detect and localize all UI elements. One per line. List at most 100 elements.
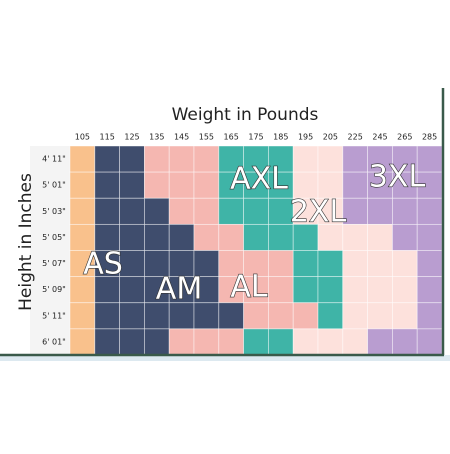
cell [416,223,443,251]
cell [416,250,443,278]
row-label: 6' 01" [42,337,66,346]
cell [391,171,418,199]
column-label: 265 [397,133,412,142]
column-label: 135 [149,133,164,142]
cell [317,145,344,173]
cell [168,223,195,251]
cell [391,223,418,251]
cell [267,197,294,225]
column-label: 165 [224,133,239,142]
cell [243,328,269,356]
cell [168,328,195,356]
size-label: AM [156,272,202,307]
cell [193,250,220,278]
cell [317,276,344,304]
column-label: 195 [298,133,313,142]
cell [342,145,368,173]
cell [342,171,368,199]
cell [243,250,269,278]
size-label: 3XL [369,160,426,195]
cell [342,276,368,304]
cell [94,171,121,199]
cell [267,145,294,173]
cell [143,276,170,304]
cell [317,328,344,356]
cell [94,328,121,356]
column-label: 115 [100,133,115,142]
cell [143,223,170,251]
row-label: 5' 01" [42,181,66,190]
cell [119,250,145,278]
cell [391,328,418,356]
cell [367,276,393,304]
left-area [30,146,70,355]
cell [342,328,368,356]
cell [193,223,220,251]
column-label: 105 [75,133,90,142]
cell [143,145,170,173]
cell [267,276,294,304]
cell [342,302,368,330]
cell [243,197,269,225]
cell [69,250,96,278]
bottom-band [0,355,450,361]
cell [292,328,319,356]
column-label: 225 [348,133,363,142]
cell [69,145,96,173]
column-label: 185 [273,133,288,142]
cell [267,250,294,278]
cell [69,328,96,356]
column-label: 145 [174,133,189,142]
cell [143,197,170,225]
size-label: AXL [230,162,288,197]
cell [267,302,294,330]
column-label: 175 [248,133,263,142]
column-label: 245 [372,133,387,142]
cell [416,302,443,330]
cell [292,250,319,278]
cell [391,276,418,304]
column-label: 285 [422,133,437,142]
row-label: 5' 09" [42,285,66,294]
cell [317,250,344,278]
cell [193,145,220,173]
cell [292,197,319,225]
cell [367,171,393,199]
cell [218,223,245,251]
size-label: AL [230,270,268,305]
cell [119,197,145,225]
cell [367,328,393,356]
cell [367,250,393,278]
cell [168,145,195,173]
cell [69,197,96,225]
cell [416,276,443,304]
cell [416,328,443,356]
row-label: 5' 05" [42,233,66,242]
cell [218,302,245,330]
cell [292,276,319,304]
cell [342,223,368,251]
title: Weight in Pounds [172,105,319,125]
cell [367,302,393,330]
cell [168,302,195,330]
cell [193,171,220,199]
labels: 105 115 125 135 145 155 165 175 185 195 205 225 245 2… [42,133,437,347]
cell [119,328,145,356]
cell [94,276,121,304]
column-label: 205 [323,133,338,142]
cell [168,171,195,199]
cell [267,171,294,199]
cell [391,250,418,278]
cell [292,302,319,330]
cell [267,223,294,251]
grid [30,145,443,356]
cell [367,197,393,225]
cell [193,302,220,330]
cell [168,197,195,225]
cell [193,197,220,225]
cell [94,145,121,173]
cell [69,302,96,330]
row-label: 5' 07" [42,259,66,268]
row-label: 5' 11" [42,311,66,320]
column-label: 125 [124,133,139,142]
